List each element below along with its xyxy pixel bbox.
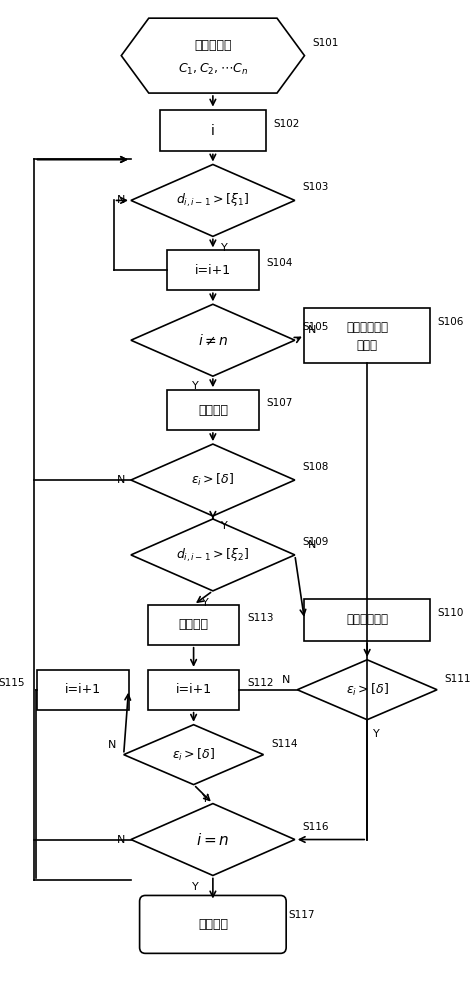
- FancyBboxPatch shape: [37, 670, 128, 710]
- FancyBboxPatch shape: [139, 895, 286, 953]
- Polygon shape: [297, 660, 436, 720]
- Text: 程序结束: 程序结束: [198, 918, 228, 931]
- Text: $i \neq n$: $i \neq n$: [197, 333, 228, 347]
- Text: S112: S112: [247, 678, 273, 688]
- Text: 样条曲线拟合: 样条曲线拟合: [346, 613, 387, 626]
- Text: Y: Y: [220, 521, 228, 531]
- Text: N: N: [307, 325, 316, 335]
- FancyBboxPatch shape: [148, 670, 239, 710]
- Text: i: i: [210, 124, 214, 138]
- Polygon shape: [123, 725, 263, 785]
- Text: N: N: [117, 835, 125, 845]
- Text: $C_1, C_2, \cdots C_n$: $C_1, C_2, \cdots C_n$: [178, 62, 248, 77]
- Text: 圆弧拟合: 圆弧拟合: [178, 618, 208, 631]
- Polygon shape: [121, 18, 304, 93]
- Text: $\varepsilon_i>[\delta]$: $\varepsilon_i>[\delta]$: [172, 747, 215, 763]
- Text: Y: Y: [201, 794, 208, 804]
- Text: S115: S115: [0, 678, 25, 688]
- Text: $\varepsilon_i>[\delta]$: $\varepsilon_i>[\delta]$: [345, 682, 388, 698]
- Text: N: N: [117, 195, 125, 205]
- Polygon shape: [130, 804, 294, 875]
- Text: S117: S117: [288, 910, 314, 920]
- Text: S105: S105: [302, 322, 328, 332]
- Text: $d_{i,i-1}>[\xi_2]$: $d_{i,i-1}>[\xi_2]$: [176, 546, 249, 564]
- Text: 具路径: 具路径: [356, 339, 377, 352]
- Text: S111: S111: [444, 674, 470, 684]
- Text: S114: S114: [271, 739, 297, 749]
- Text: $d_{i,i-1}>[\xi_1]$: $d_{i,i-1}>[\xi_1]$: [176, 192, 249, 209]
- Text: Y: Y: [192, 882, 198, 892]
- Text: Y: Y: [220, 243, 228, 253]
- Text: S110: S110: [436, 608, 463, 618]
- Text: Y: Y: [373, 729, 379, 739]
- FancyBboxPatch shape: [148, 605, 239, 645]
- FancyBboxPatch shape: [167, 390, 258, 430]
- Text: i=i+1: i=i+1: [65, 683, 100, 696]
- Text: S101: S101: [312, 38, 338, 48]
- Text: Y: Y: [192, 381, 198, 391]
- Text: $i=n$: $i=n$: [196, 832, 229, 848]
- FancyBboxPatch shape: [304, 308, 429, 363]
- Polygon shape: [130, 519, 294, 591]
- Polygon shape: [130, 164, 294, 236]
- Text: S107: S107: [266, 398, 292, 408]
- Text: i=i+1: i=i+1: [194, 264, 230, 277]
- Text: S104: S104: [266, 258, 292, 268]
- Text: S108: S108: [302, 462, 328, 472]
- Polygon shape: [130, 304, 294, 376]
- Text: N: N: [108, 740, 116, 750]
- Text: 生成直线段刀: 生成直线段刀: [346, 321, 387, 334]
- Text: N: N: [307, 540, 316, 550]
- Text: S113: S113: [247, 613, 273, 623]
- Text: S103: S103: [302, 182, 328, 192]
- Text: 读取刀位点: 读取刀位点: [194, 39, 231, 52]
- Text: S109: S109: [302, 537, 328, 547]
- Text: N: N: [281, 675, 289, 685]
- FancyBboxPatch shape: [167, 250, 258, 290]
- Text: S106: S106: [436, 317, 463, 327]
- FancyBboxPatch shape: [159, 110, 265, 151]
- Text: Y: Y: [201, 598, 208, 608]
- Text: S116: S116: [302, 822, 328, 832]
- Text: i=i+1: i=i+1: [175, 683, 211, 696]
- Text: $\varepsilon_i>[\delta]$: $\varepsilon_i>[\delta]$: [191, 472, 234, 488]
- Text: S102: S102: [273, 119, 299, 129]
- Text: 直线拟合: 直线拟合: [198, 404, 228, 417]
- Text: N: N: [117, 475, 125, 485]
- Polygon shape: [130, 444, 294, 516]
- FancyBboxPatch shape: [304, 599, 429, 641]
